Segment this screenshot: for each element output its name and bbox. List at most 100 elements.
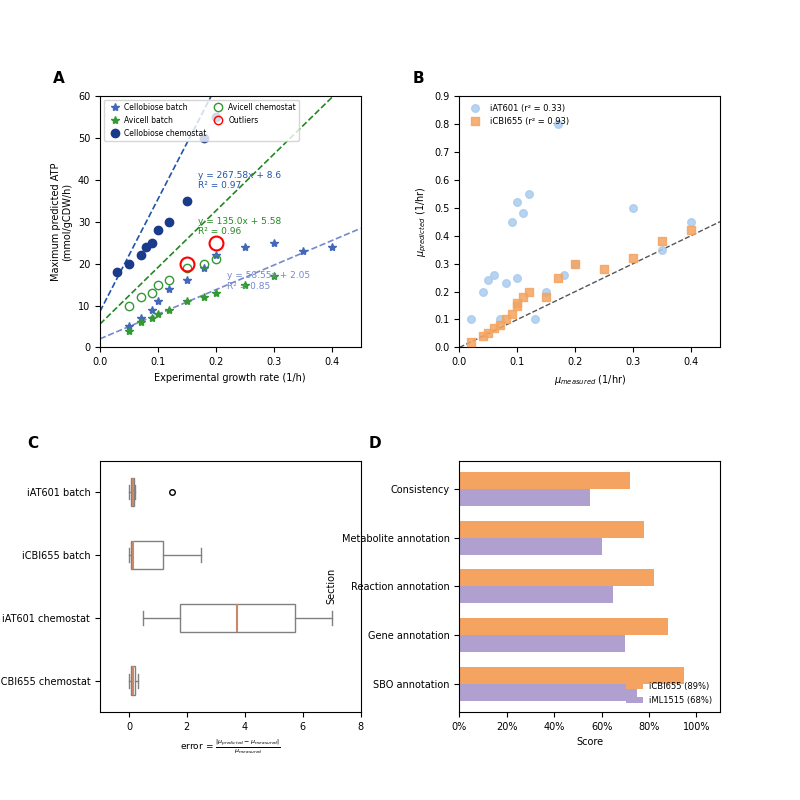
Legend: iAT601 (r² = 0.33), iCBI655 (r² = 0.93): iAT601 (r² = 0.33), iCBI655 (r² = 0.93) (464, 100, 573, 129)
Text: B: B (413, 71, 424, 86)
Line: Avicell chemostat: Avicell chemostat (125, 255, 220, 310)
Cellobiose chemostat (211, 112, 221, 122)
Avicell chemostat (165, 275, 174, 285)
X-axis label: Score: Score (576, 738, 603, 747)
Avicell chemostat (153, 280, 162, 290)
Text: A: A (53, 71, 65, 86)
iCBI655 (r² = 0.93) (505, 307, 518, 320)
Avicell chemostat (136, 292, 146, 302)
PathPatch shape (179, 603, 295, 632)
Cellobiose batch (211, 250, 221, 260)
Bar (459, 683, 637, 701)
Avicell batch (153, 309, 162, 318)
iAT601 (r² = 0.33) (505, 215, 518, 228)
iAT601 (r² = 0.33) (522, 187, 535, 200)
Cellobiose chemostat (113, 267, 122, 277)
iAT601 (r² = 0.33) (511, 196, 524, 209)
iCBI655 (r² = 0.93) (540, 290, 553, 303)
iAT601 (r² = 0.33) (656, 243, 669, 256)
Y-axis label: Maximum predicted ATP
(mmol/gCDW/h): Maximum predicted ATP (mmol/gCDW/h) (50, 162, 72, 281)
iCBI655 (r² = 0.93) (482, 327, 495, 340)
Bar (459, 635, 626, 652)
Text: D: D (368, 436, 381, 451)
iAT601 (r² = 0.33) (488, 268, 501, 281)
iAT601 (r² = 0.33) (465, 313, 478, 326)
iCBI655 (r² = 0.93) (494, 318, 506, 331)
Bar (459, 586, 614, 603)
Y-axis label: Section: Section (326, 568, 336, 605)
iCBI655 (r² = 0.93) (685, 224, 698, 237)
Cellobiose batch (147, 305, 157, 314)
iAT601 (r² = 0.33) (558, 268, 570, 281)
PathPatch shape (131, 666, 135, 694)
iCBI655 (r² = 0.93) (551, 271, 564, 284)
iAT601 (r² = 0.33) (569, 258, 582, 270)
Avicell chemostat (182, 263, 192, 273)
Bar (459, 666, 685, 683)
Avicell batch (269, 271, 278, 281)
Avicell batch (211, 288, 221, 298)
Avicell chemostat (147, 288, 157, 298)
Bar (459, 570, 654, 586)
Avicell batch (240, 280, 250, 290)
iAT601 (r² = 0.33) (517, 207, 530, 220)
iAT601 (r² = 0.33) (626, 202, 639, 214)
Y-axis label: $\mu_{predicted}$ (1/hr): $\mu_{predicted}$ (1/hr) (414, 186, 429, 257)
iCBI655 (r² = 0.93) (598, 263, 610, 276)
Avicell batch (147, 314, 157, 323)
Line: Avicell batch: Avicell batch (125, 272, 278, 335)
Cellobiose chemostat (142, 242, 151, 252)
Bar (459, 538, 602, 554)
Legend: iCBI655 (89%), iML1515 (68%): iCBI655 (89%), iML1515 (68%) (622, 679, 716, 708)
Cellobiose batch (240, 242, 250, 252)
iAT601 (r² = 0.33) (685, 215, 698, 228)
Legend: Cellobiose batch, Avicell batch, Cellobiose chemostat, Avicell chemostat, Outlie: Cellobiose batch, Avicell batch, Cellobi… (104, 100, 299, 141)
Cellobiose batch (298, 246, 307, 256)
Avicell chemostat (124, 301, 134, 310)
iCBI655 (r² = 0.93) (656, 235, 669, 248)
Cellobiose chemostat (165, 217, 174, 226)
Line: Cellobiose chemostat: Cellobiose chemostat (114, 113, 220, 276)
X-axis label: $\mu_{measured}$ (1/hr): $\mu_{measured}$ (1/hr) (554, 373, 626, 386)
Cellobiose batch (269, 238, 278, 247)
Cellobiose batch (136, 314, 146, 323)
iAT601 (r² = 0.33) (494, 313, 506, 326)
Bar (459, 521, 644, 538)
X-axis label: Experimental growth rate (1/h): Experimental growth rate (1/h) (154, 373, 306, 382)
iCBI655 (r² = 0.93) (476, 330, 489, 342)
iAT601 (r² = 0.33) (476, 285, 489, 298)
Bar (459, 472, 630, 489)
Avicell chemostat (211, 254, 221, 264)
Avicell batch (136, 318, 146, 327)
iAT601 (r² = 0.33) (540, 285, 553, 298)
iAT601 (r² = 0.33) (511, 271, 524, 284)
Avicell batch (182, 297, 192, 306)
Cellobiose chemostat (153, 226, 162, 235)
Cellobiose batch (124, 322, 134, 331)
Cellobiose batch (199, 263, 209, 273)
iCBI655 (r² = 0.93) (511, 296, 524, 309)
X-axis label: error = $\frac{|\mu_{predicted} - \mu_{measured}|}{\mu_{measured}}$: error = $\frac{|\mu_{predicted} - \mu_{m… (180, 738, 281, 755)
iCBI655 (r² = 0.93) (488, 322, 501, 334)
iCBI655 (r² = 0.93) (511, 299, 524, 312)
Bar (459, 618, 668, 635)
Cellobiose batch (165, 284, 174, 294)
Avicell batch (124, 326, 134, 335)
PathPatch shape (130, 478, 134, 506)
Cellobiose batch (326, 242, 336, 252)
Cellobiose batch (153, 297, 162, 306)
iAT601 (r² = 0.33) (528, 313, 541, 326)
Line: Cellobiose batch: Cellobiose batch (125, 238, 336, 330)
PathPatch shape (130, 541, 162, 569)
Text: y = 58.55x + 2.05
R² = 0.85: y = 58.55x + 2.05 R² = 0.85 (227, 271, 310, 290)
Cellobiose batch (182, 275, 192, 285)
Text: y = 267.58x + 8.6
R² = 0.97: y = 267.58x + 8.6 R² = 0.97 (198, 170, 282, 190)
Bar (459, 489, 590, 506)
Cellobiose chemostat (136, 250, 146, 260)
Text: y = 135.0x + 5.58
R² = 0.96: y = 135.0x + 5.58 R² = 0.96 (198, 217, 282, 236)
iCBI655 (r² = 0.93) (465, 335, 478, 348)
Cellobiose chemostat (147, 238, 157, 247)
Cellobiose chemostat (124, 259, 134, 269)
Avicell batch (199, 292, 209, 302)
Cellobiose chemostat (199, 133, 209, 142)
